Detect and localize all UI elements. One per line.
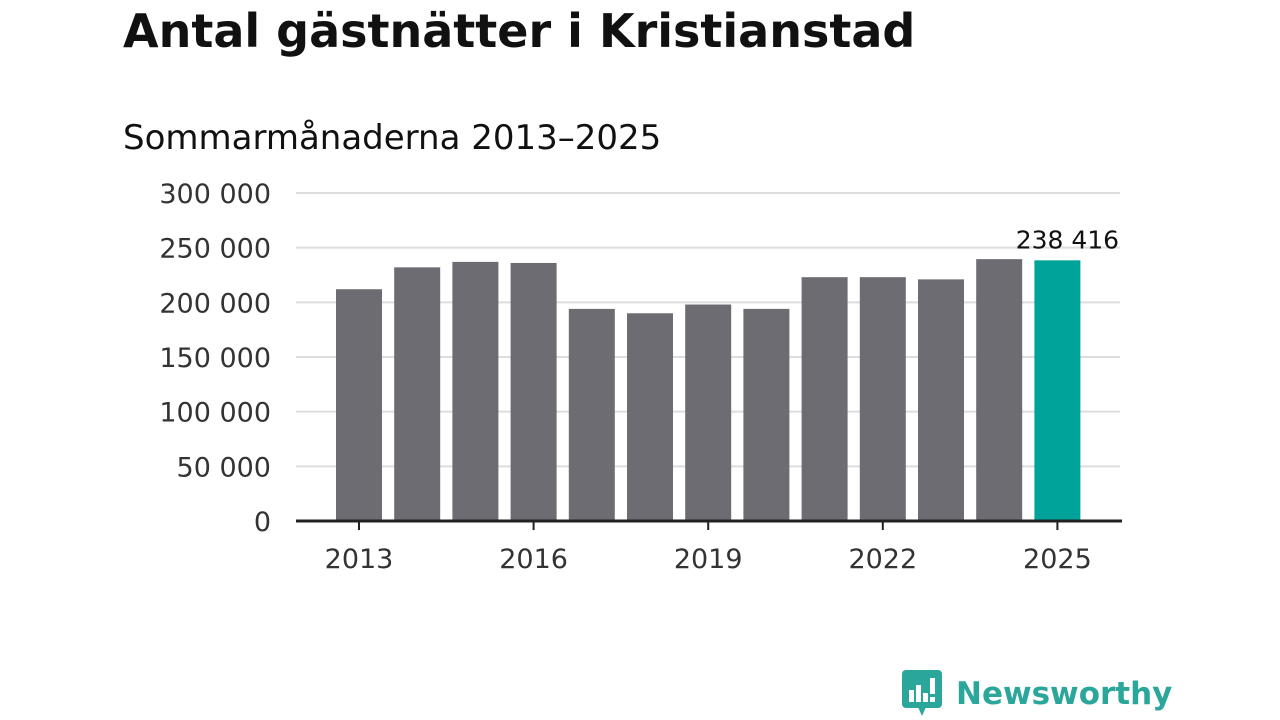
y-tick-label: 300 000 <box>159 179 271 210</box>
bar <box>918 279 964 521</box>
y-tick-label: 250 000 <box>159 234 271 265</box>
x-tick-label: 2022 <box>848 544 917 575</box>
bar <box>743 308 790 521</box>
y-tick-label: 0 <box>254 507 271 538</box>
y-tick-label: 100 000 <box>159 398 271 429</box>
bar <box>568 308 615 521</box>
y-tick-label: 150 000 <box>159 343 271 374</box>
newsworthy-logo-icon <box>902 670 942 716</box>
bar <box>336 289 382 521</box>
y-tick-label: 50 000 <box>177 452 271 483</box>
bar <box>976 259 1023 521</box>
bar <box>801 277 848 521</box>
bar <box>394 267 441 521</box>
bar <box>452 261 499 521</box>
x-tick-label: 2013 <box>325 544 394 575</box>
bar <box>510 262 557 521</box>
chart-subtitle: Sommarmånaderna 2013–2025 <box>123 118 662 158</box>
x-tick-label: 2025 <box>1023 544 1092 575</box>
x-tick-label: 2019 <box>674 544 743 575</box>
bar <box>685 304 732 521</box>
brand-name: Newsworthy <box>956 676 1173 712</box>
chart-title: Antal gästnätter i Kristianstad <box>123 4 916 58</box>
x-tick-label: 2016 <box>499 544 568 575</box>
bar <box>859 277 906 521</box>
data-label: 238 416 <box>1016 225 1119 254</box>
y-tick-label: 200 000 <box>159 288 271 319</box>
bar-highlight <box>1034 260 1081 521</box>
newsworthy-logo: Newsworthy <box>902 670 1172 718</box>
bar <box>627 313 673 521</box>
